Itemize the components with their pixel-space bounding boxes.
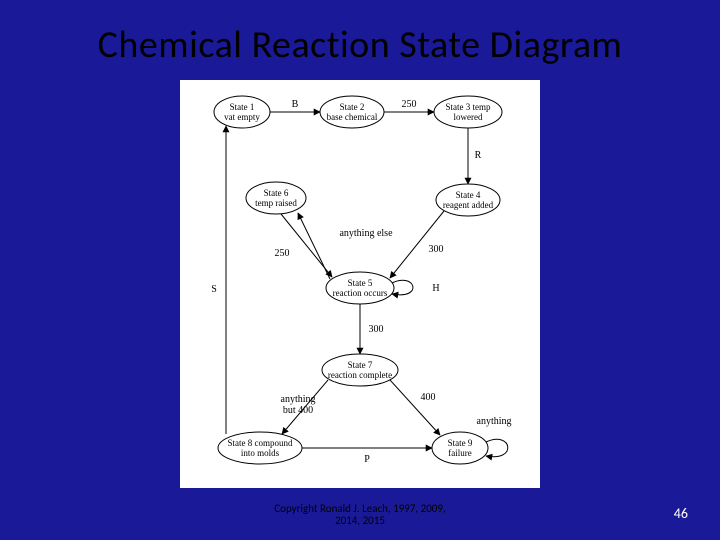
page-number: 46 <box>674 505 688 522</box>
state-node-label: State 1 <box>230 102 255 112</box>
copyright: Copyright Ronald J. Leach, 1997, 2009, 2… <box>0 503 720 528</box>
edge-label: but 400 <box>283 405 313 416</box>
state-node-label: into molds <box>241 448 280 458</box>
state-node-label: State 9 <box>448 438 473 448</box>
edge-label: 250 <box>275 248 290 259</box>
state-node-label: temp raised <box>255 198 297 208</box>
state-node-label: reaction complete <box>328 370 392 380</box>
edge-label: S <box>211 284 217 295</box>
state-node-label: State 3 temp <box>446 102 491 112</box>
copyright-line1: Copyright Ronald J. Leach, 1997, 2009, <box>274 502 445 515</box>
edge <box>281 214 332 277</box>
edge-label: R <box>475 150 482 161</box>
state-node-label: State 7 <box>348 360 373 370</box>
slide-title: Chemical Reaction State Diagram <box>0 22 720 68</box>
state-node-label: State 6 <box>264 188 289 198</box>
edge-label: anything <box>477 416 512 427</box>
state-node-label: State 2 <box>340 102 365 112</box>
edge <box>486 439 508 456</box>
edge-label: anything else <box>339 228 393 239</box>
state-node-label: State 8 compound <box>228 438 293 448</box>
state-node-label: base chemical <box>327 112 378 122</box>
state-node-label: reaction occurs <box>333 288 388 298</box>
edge <box>390 380 440 435</box>
state-node-label: State 5 <box>348 278 373 288</box>
edge-label: H <box>432 283 439 294</box>
copyright-line2: 2014, 2015 <box>335 514 385 527</box>
edge-label: 250 <box>402 99 417 110</box>
edge-label: B <box>292 99 299 110</box>
state-diagram-svg: B 250 R 300 anything else 250 300 400 P S Hanythin… <box>180 80 540 488</box>
edge-label: 300 <box>369 324 384 335</box>
edge-label: P <box>364 454 370 465</box>
state-node-label: lowered <box>454 112 483 122</box>
state-node-label: reagent added <box>443 200 494 210</box>
state-diagram: B 250 R 300 anything else 250 300 400 P S Hanythin… <box>180 80 540 488</box>
edge-label: 400 <box>421 392 436 403</box>
edge-label: 300 <box>429 244 444 255</box>
state-node-label: vat empty <box>224 112 260 122</box>
edge-label: anything <box>281 394 316 405</box>
state-node-label: State 4 <box>456 190 481 200</box>
state-node-label: failure <box>448 448 471 458</box>
